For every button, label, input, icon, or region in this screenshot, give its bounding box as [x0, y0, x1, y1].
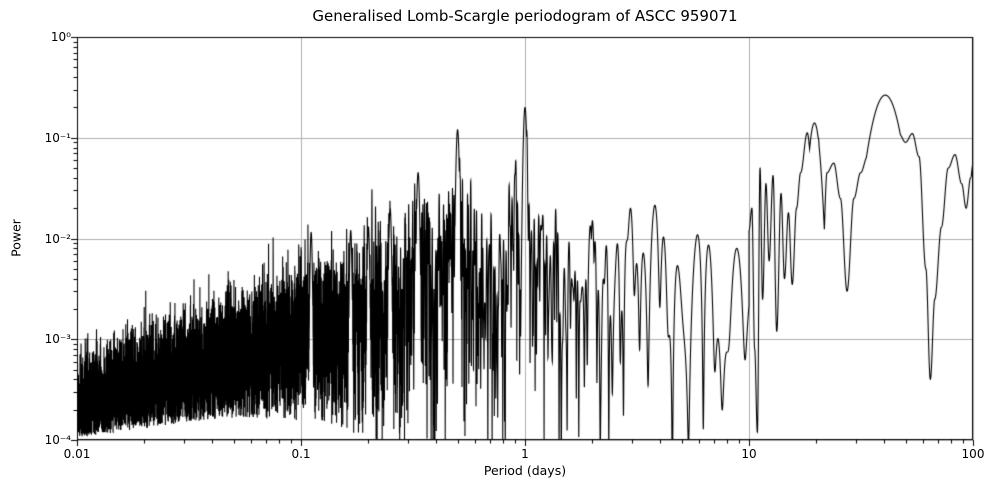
y-tick-label: 10⁻¹ [44, 130, 71, 145]
y-axis-label: Power [8, 219, 24, 257]
x-tick-label: 0.1 [291, 447, 311, 461]
x-tick-label: 100 [961, 447, 985, 461]
y-tick-label: 10⁻⁴ [44, 433, 71, 447]
x-axis-label: Period (days) [483, 463, 567, 478]
y-tick-label: 10⁻³ [44, 332, 71, 347]
chart-title: Generalised Lomb-Scargle periodogram of … [312, 7, 738, 25]
x-tick-label: 1 [521, 447, 529, 461]
x-tick-label: 10 [741, 447, 757, 461]
y-tick-label: 10⁻² [44, 231, 71, 246]
x-tick-label: 0.01 [63, 447, 91, 461]
y-tick-label: 10⁰ [50, 30, 71, 44]
